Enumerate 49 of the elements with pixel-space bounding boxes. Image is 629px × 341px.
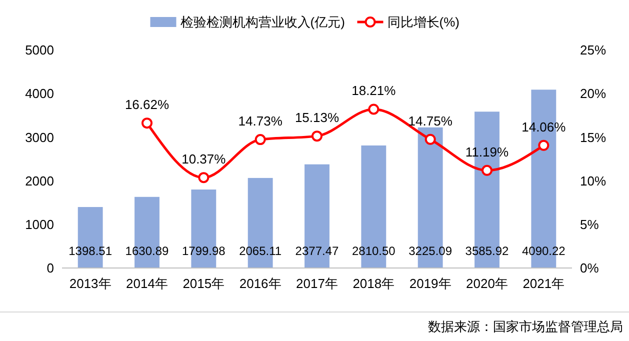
x-tick-label: 2015年 (182, 276, 225, 291)
data-label: 2810.50 (352, 244, 396, 258)
data-label: 11.19% (465, 144, 509, 160)
data-label: 14.75% (408, 113, 453, 128)
source-note: 数据来源：国家市场监督管理总局 (428, 319, 623, 334)
point (142, 118, 152, 129)
data-label: 4090.22 (522, 244, 566, 258)
y-tick-label: 2000 (25, 173, 54, 188)
data-label: 14.06% (522, 119, 566, 134)
y2-tick-label: 0% (580, 260, 600, 276)
legend-label: 同比增长(%) (387, 14, 460, 30)
y2-tick-label: 25% (580, 42, 606, 58)
data-label: 1799.98 (182, 244, 226, 258)
y-tick-label: 4000 (25, 86, 54, 102)
x-tick-label: 2017年 (296, 276, 338, 291)
x-tick-label: 2016年 (239, 276, 282, 291)
data-label: 18.21% (352, 83, 396, 98)
x-tick-label: 2021年 (522, 276, 565, 291)
data-label: 2377.47 (295, 244, 340, 258)
data-label: 10.37% (182, 152, 226, 167)
y-tick-label: 3000 (25, 130, 54, 145)
y2-tick-label: 15% (580, 130, 606, 145)
x-tick-label: 2013年 (69, 276, 112, 291)
x-tick-label: 2018年 (352, 276, 395, 291)
data-label: 16.62% (124, 97, 170, 112)
point (312, 130, 322, 142)
point (482, 164, 492, 176)
x-tick-label: 2020年 (466, 276, 508, 291)
y2-tick-label: 5% (580, 216, 600, 232)
data-label: 14.73% (238, 114, 283, 129)
legend-label: 检验检测机构营业收入(亿元) (180, 14, 345, 30)
y2-tick-label: 20% (580, 86, 606, 102)
data-label: 3585.92 (465, 244, 510, 258)
y2-tick-label: 10% (580, 173, 606, 188)
point (368, 104, 380, 115)
data-label: 2065.11 (239, 244, 282, 258)
y-tick-label: 1000 (25, 216, 54, 232)
data-label: 1398.51 (68, 244, 112, 258)
data-label: 3225.09 (408, 244, 452, 258)
data-label: 1630.89 (125, 244, 170, 258)
x-tick-label: 2014年 (126, 276, 168, 291)
data-label: 15.13% (294, 110, 340, 126)
y-tick-label: 0 (46, 260, 54, 276)
point (254, 134, 266, 146)
point (424, 134, 436, 145)
point (538, 140, 550, 151)
y-tick-label: 5000 (25, 42, 54, 58)
x-tick-label: 2019年 (409, 276, 452, 291)
point (198, 172, 210, 184)
